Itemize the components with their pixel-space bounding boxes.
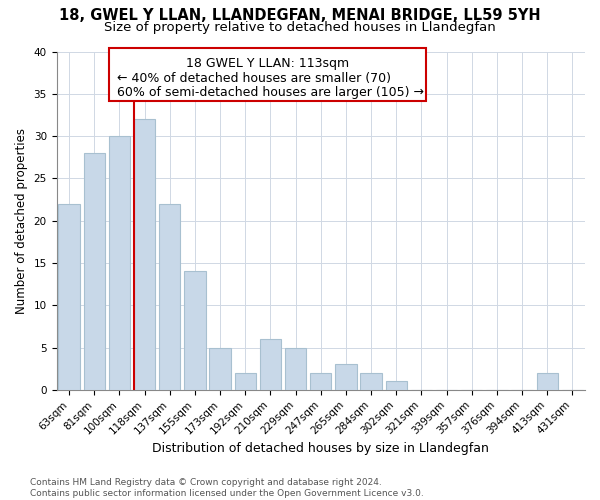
Bar xyxy=(109,136,130,390)
Text: 18 GWEL Y LLAN: 113sqm: 18 GWEL Y LLAN: 113sqm xyxy=(187,56,349,70)
Text: Contains HM Land Registry data © Crown copyright and database right 2024.
Contai: Contains HM Land Registry data © Crown c… xyxy=(30,478,424,498)
Bar xyxy=(184,272,206,390)
Bar xyxy=(83,153,105,390)
X-axis label: Distribution of detached houses by size in Llandegfan: Distribution of detached houses by size … xyxy=(152,442,489,455)
Y-axis label: Number of detached properties: Number of detached properties xyxy=(15,128,28,314)
Bar xyxy=(310,373,331,390)
Text: Size of property relative to detached houses in Llandegfan: Size of property relative to detached ho… xyxy=(104,21,496,34)
Bar xyxy=(134,119,155,390)
Text: 60% of semi-detached houses are larger (105) →: 60% of semi-detached houses are larger (… xyxy=(118,86,424,99)
Text: 18, GWEL Y LLAN, LLANDEGFAN, MENAI BRIDGE, LL59 5YH: 18, GWEL Y LLAN, LLANDEGFAN, MENAI BRIDG… xyxy=(59,8,541,22)
Bar xyxy=(58,204,80,390)
Bar xyxy=(285,348,306,390)
Bar xyxy=(260,339,281,390)
Bar xyxy=(209,348,231,390)
Bar xyxy=(159,204,181,390)
Bar xyxy=(235,373,256,390)
FancyBboxPatch shape xyxy=(109,48,427,100)
Bar xyxy=(361,373,382,390)
Text: ← 40% of detached houses are smaller (70): ← 40% of detached houses are smaller (70… xyxy=(118,72,391,85)
Bar xyxy=(335,364,356,390)
Bar xyxy=(536,373,558,390)
Bar xyxy=(386,382,407,390)
